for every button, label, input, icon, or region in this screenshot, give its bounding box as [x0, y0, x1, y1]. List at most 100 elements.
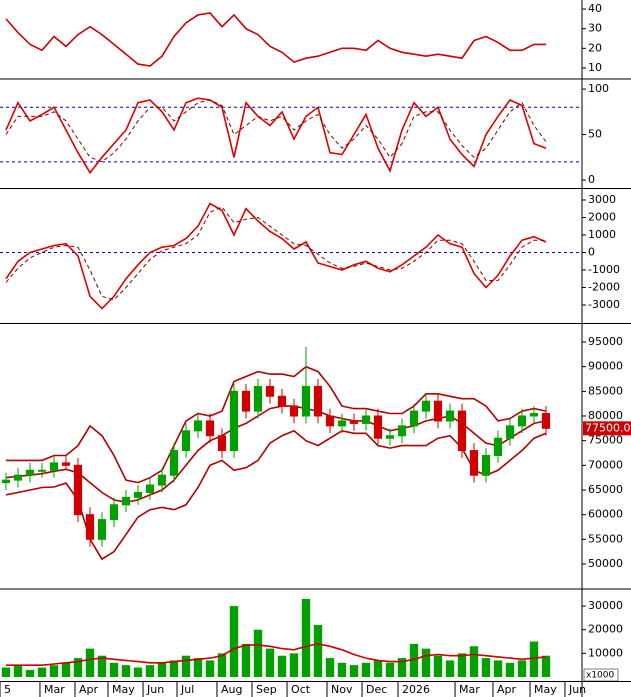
- y-tick-label: 75000: [588, 434, 623, 447]
- candle-body: [325, 415, 335, 427]
- candle-body: [181, 430, 191, 452]
- y-tick-label: -1000: [588, 263, 620, 276]
- x-tick-label: Oct: [291, 683, 311, 696]
- candle-body: [109, 504, 119, 521]
- y-tick-label: 3000: [588, 193, 616, 206]
- candle-body: [409, 410, 419, 427]
- volume-bar: [193, 658, 203, 677]
- y-tick-label: 0: [588, 173, 595, 186]
- candle-body: [85, 514, 95, 540]
- volume-bar: [517, 660, 527, 677]
- candle-body: [205, 420, 215, 437]
- candle-body: [397, 425, 407, 437]
- volume-bar: [241, 643, 251, 677]
- series-line: [5, 202, 547, 310]
- candle-body: [1, 479, 11, 484]
- last-price-label: 77500.00: [585, 421, 631, 434]
- volume-bar: [301, 598, 311, 677]
- x-tick-label: Sep: [256, 683, 277, 696]
- candle-body: [421, 400, 431, 412]
- x-tick-label: Apr: [79, 683, 99, 696]
- volume-bar: [325, 658, 335, 677]
- volume-bar: [169, 660, 179, 677]
- y-tick-label: 20: [588, 41, 602, 54]
- x-tick-label: May: [112, 683, 135, 696]
- candle-body: [121, 496, 131, 506]
- volume-bar: [253, 629, 263, 677]
- y-tick-label: 10: [588, 61, 602, 74]
- candle-body: [61, 462, 71, 466]
- y-tick-label: 100: [588, 82, 609, 95]
- y-tick-label: 85000: [588, 384, 623, 397]
- volume-bar: [85, 648, 95, 677]
- volume-bar: [313, 624, 323, 677]
- volume-bar: [493, 660, 503, 677]
- y-tick-label: 30: [588, 22, 602, 35]
- candle-body: [265, 385, 275, 397]
- last-price-box: [583, 421, 631, 436]
- y-tick-label: 50: [588, 128, 602, 141]
- candle-body: [241, 390, 251, 412]
- candle-body: [301, 385, 311, 417]
- candle-body: [433, 400, 443, 422]
- y-tick-label: 95000: [588, 335, 623, 348]
- candle-body: [373, 415, 383, 439]
- candle-body: [445, 410, 455, 422]
- candle-body: [361, 415, 371, 424]
- candle-body: [229, 390, 239, 452]
- y-tick-label: 30000: [588, 599, 623, 612]
- volume-bar: [397, 658, 407, 677]
- candle-body: [169, 450, 179, 476]
- y-tick-label: 40: [588, 2, 602, 15]
- x-tick-label: Jul: [180, 683, 194, 696]
- series-line: [6, 643, 547, 666]
- y-tick-label: 20000: [588, 623, 623, 636]
- x-tick-label: Mar: [459, 683, 480, 696]
- volume-bar: [217, 653, 227, 677]
- x-tick-label: Apr: [497, 683, 517, 696]
- volume-bar: [445, 660, 455, 677]
- volume-bar: [109, 662, 119, 677]
- x-tick-label: Nov: [331, 683, 353, 696]
- candle-body: [49, 462, 59, 471]
- candle-body: [253, 385, 263, 412]
- volume-bar: [145, 665, 155, 677]
- y-tick-label: -3000: [588, 298, 620, 311]
- volume-bar: [385, 662, 395, 677]
- series-line: [5, 97, 547, 175]
- volume-bar: [457, 653, 467, 677]
- volume-bar: [133, 667, 143, 677]
- candle-body: [37, 469, 47, 472]
- x-tick-label: Aug: [221, 683, 242, 696]
- x-tick-label: Jun: [568, 683, 586, 696]
- candle-body: [457, 410, 467, 452]
- candle-body: [541, 413, 551, 429]
- y-tick-label: 0: [588, 245, 595, 258]
- volume-bar: [229, 606, 239, 677]
- candle-body: [289, 405, 299, 417]
- volume-bar: [13, 665, 23, 677]
- volume-bar: [481, 658, 491, 677]
- candle-body: [493, 437, 503, 456]
- candle-body: [349, 420, 359, 424]
- volume-bar: [265, 648, 275, 677]
- candle-body: [481, 454, 491, 476]
- candle-body: [469, 450, 479, 476]
- x-tick-label: 5: [4, 683, 11, 696]
- y-tick-label: 50000: [588, 557, 623, 570]
- y-tick-label: 70000: [588, 458, 623, 471]
- y-tick-label: 65000: [588, 483, 623, 496]
- x-tick-label: Jun: [146, 683, 164, 696]
- y-tick-label: 90000: [588, 360, 623, 373]
- volume-bar: [277, 655, 287, 677]
- candle-body: [529, 413, 539, 417]
- volume-bar: [433, 655, 443, 677]
- candle-body: [337, 420, 347, 427]
- candle-body: [25, 469, 35, 476]
- candle-body: [73, 464, 83, 516]
- candle-body: [97, 519, 107, 540]
- candle-body: [517, 415, 527, 427]
- volume-bar: [157, 662, 167, 677]
- series-line: [5, 429, 547, 561]
